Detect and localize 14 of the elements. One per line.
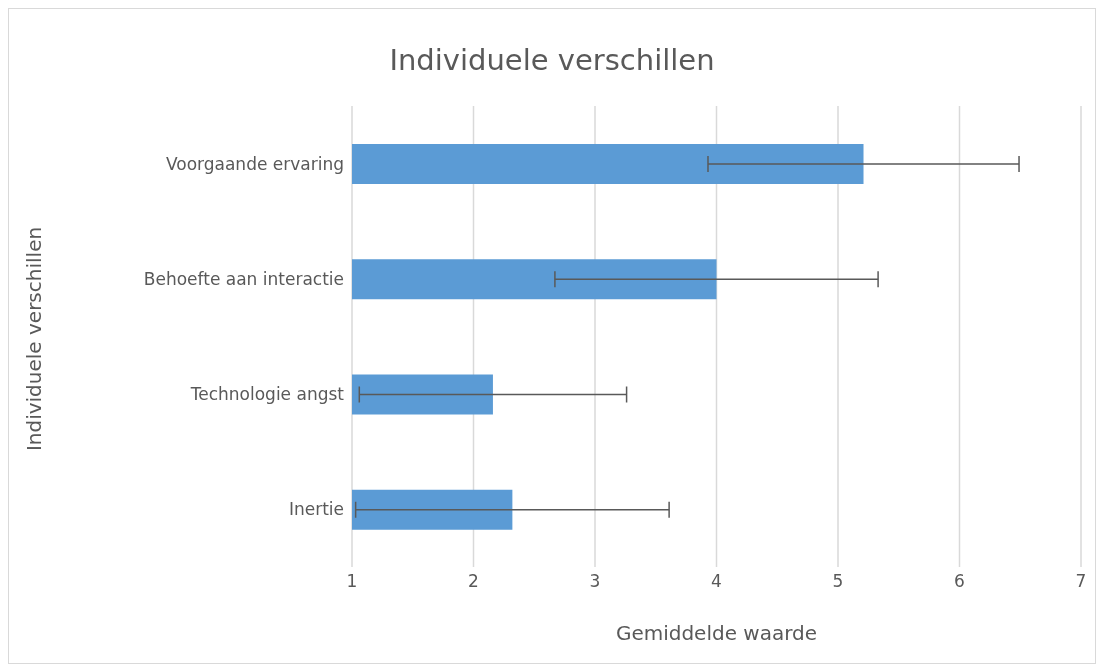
y-axis-title: Individuele verschillen [22,226,46,452]
x-tick-label: 1 [346,571,358,592]
x-tick-label: 5 [832,571,844,592]
y-tick-label: Inertie [288,499,344,520]
x-tick-label: 2 [468,571,479,592]
y-tick-label: Behoefte aan interactie [143,268,344,289]
y-tick-label: Technologie angst [189,384,345,405]
x-axis-title: Gemiddelde waarde [614,621,819,645]
y-tick-label: Voorgaande ervaring [165,153,344,174]
x-tick-label: 3 [589,571,601,592]
x-tick-label: 6 [954,571,965,592]
x-tick-label: 7 [1075,571,1087,592]
x-tick-label: 4 [711,571,722,592]
chart-title: Individuele verschillen [388,43,716,77]
